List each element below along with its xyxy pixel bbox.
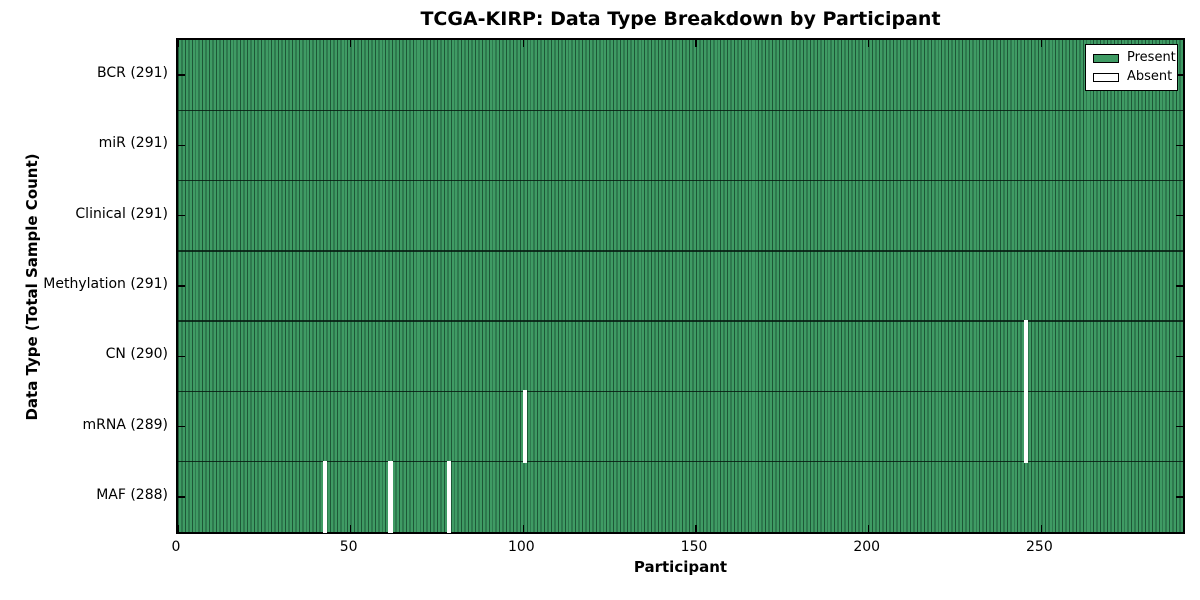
x-tick-bottom: [695, 525, 697, 532]
x-tick-label-100: 100: [507, 539, 535, 555]
x-tick-label-150: 150: [680, 539, 708, 555]
y-tick-label-cn: CN (290): [105, 346, 168, 363]
row-separator: [178, 320, 1183, 322]
x-tick-top: [349, 40, 352, 47]
y-tick-right: [1176, 425, 1183, 428]
x-tick-top: [177, 40, 179, 47]
x-tick-bottom: [867, 525, 870, 532]
x-tick-bottom: [349, 525, 352, 532]
legend-entry-absent: Absent: [1093, 69, 1173, 85]
row-separator: [178, 461, 1183, 463]
absent-gap-mrna-100: [522, 390, 528, 463]
y-tick-right: [1176, 496, 1183, 498]
y-tick-label-clinical: Clinical (291): [75, 205, 168, 222]
x-tick-bottom: [1040, 525, 1043, 532]
x-tick-top: [1040, 40, 1043, 47]
absent-gap-maf-61: [388, 460, 393, 533]
x-tick-top: [695, 40, 697, 47]
y-tick-left: [178, 144, 185, 147]
present-swatch-icon: [1093, 53, 1119, 63]
y-tick-right: [1176, 285, 1183, 287]
row-separator: [178, 179, 1183, 182]
y-tick-left: [178, 496, 185, 498]
y-tick-label-bcr: BCR (291): [97, 65, 168, 82]
y-tick-label-maf: MAF (288): [96, 486, 168, 503]
y-tick-left: [178, 425, 185, 428]
legend-entry-present: Present: [1093, 50, 1176, 66]
absent-gap-maf-42: [322, 460, 327, 533]
chart-title: TCGA-KIRP: Data Type Breakdown by Partic…: [420, 8, 941, 30]
absent-swatch-icon: [1093, 72, 1119, 82]
absent-gap-cn-245: [1023, 320, 1029, 393]
y-tick-label-mrna: mRNA (289): [82, 416, 168, 433]
y-tick-right: [1176, 214, 1183, 217]
y-tick-label-methylation: Methylation (291): [43, 276, 168, 292]
y-tick-left: [178, 355, 185, 358]
x-axis-label: Participant: [633, 558, 728, 576]
chart-plot-area: [176, 38, 1185, 534]
row-separator: [178, 109, 1183, 111]
y-tick-right: [1176, 144, 1183, 147]
legend-label-absent: Absent: [1127, 69, 1173, 84]
row-separator: [178, 390, 1183, 393]
legend: Present Absent: [1085, 44, 1178, 91]
y-tick-right: [1176, 74, 1183, 76]
x-tick-bottom: [177, 525, 179, 532]
row-separator: [178, 250, 1183, 252]
x-tick-label-200: 200: [853, 539, 881, 555]
x-tick-label-0: 0: [171, 539, 181, 555]
x-tick-label-50: 50: [339, 539, 358, 555]
y-tick-left: [178, 74, 185, 76]
y-tick-left: [178, 285, 185, 287]
legend-label-present: Present: [1127, 50, 1176, 65]
x-tick-label-250: 250: [1026, 539, 1053, 555]
x-tick-bottom: [522, 525, 525, 532]
x-tick-top: [867, 40, 870, 47]
y-tick-right: [1176, 355, 1183, 358]
y-tick-label-mir: miR (291): [98, 135, 168, 152]
absent-gap-mrna-245: [1023, 390, 1029, 463]
y-tick-left: [178, 214, 185, 217]
absent-gap-maf-78: [446, 460, 452, 533]
x-tick-top: [522, 40, 525, 47]
